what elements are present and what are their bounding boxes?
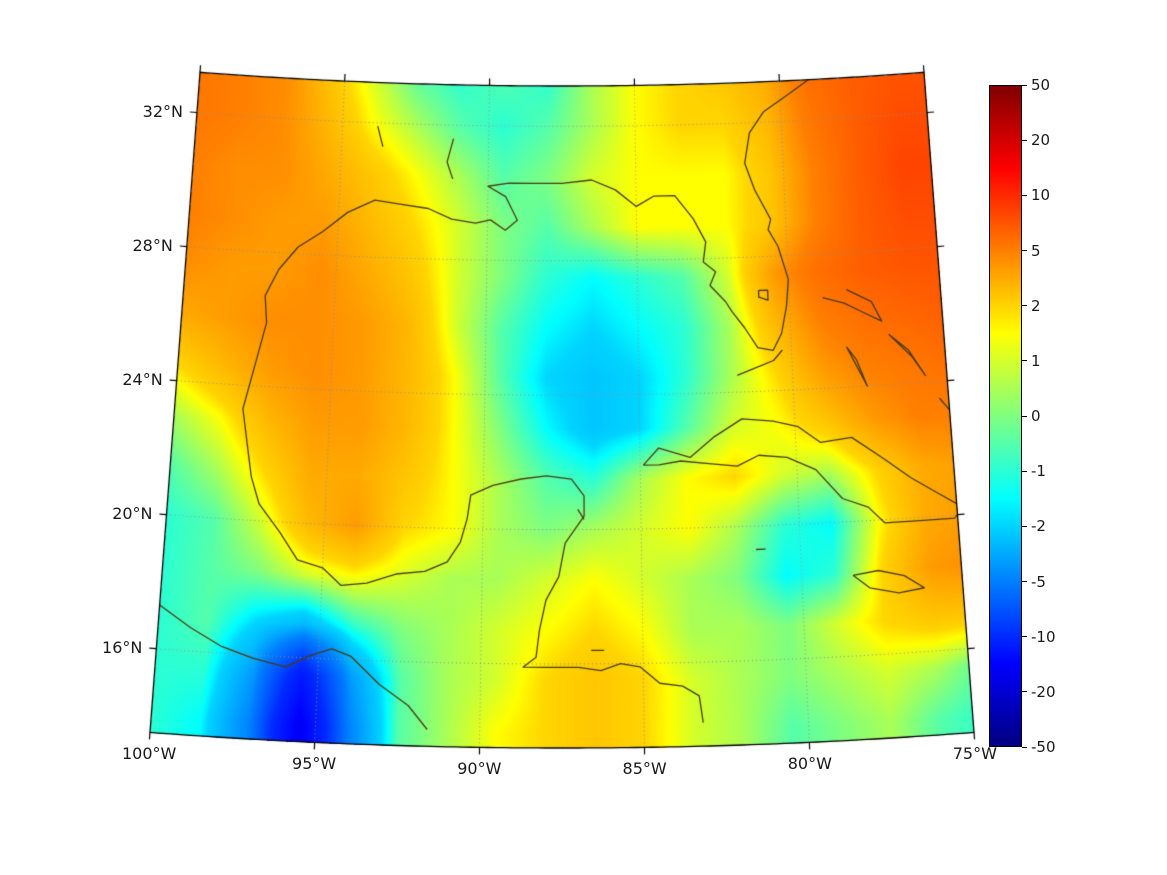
colorbar-gradient (989, 85, 1022, 747)
